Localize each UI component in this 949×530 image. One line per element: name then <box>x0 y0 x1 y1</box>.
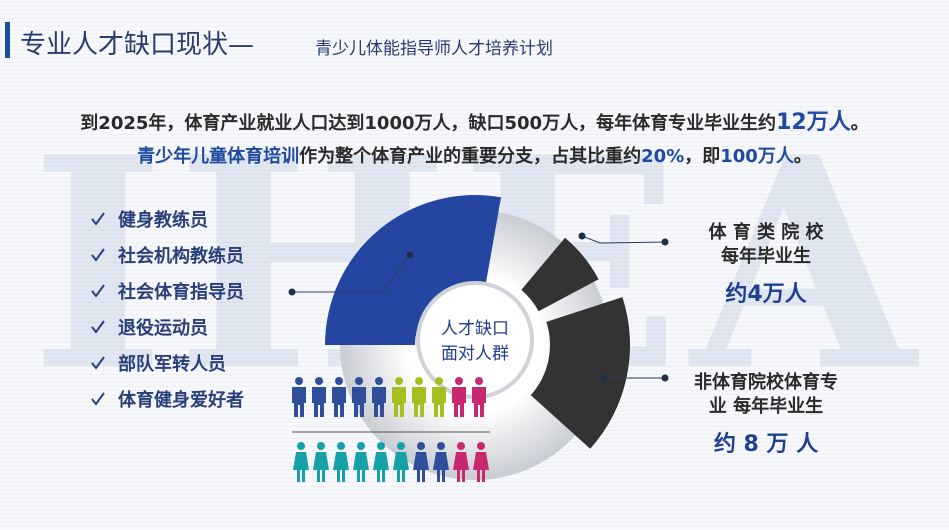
title: 专业人才缺口现状— <box>20 30 255 60</box>
person-head <box>437 442 445 450</box>
person-head <box>317 442 325 450</box>
person-head <box>295 377 303 385</box>
segment-dark <box>521 237 599 312</box>
leader-line <box>292 254 411 293</box>
audience-item: 社会机构教练员 <box>118 246 244 267</box>
callout-line: 每年毕业生 <box>721 246 811 267</box>
center-line: 面对人群 <box>441 344 509 364</box>
person-body <box>473 452 489 482</box>
person-body <box>452 387 466 417</box>
callout-line: 业 每年毕业生 <box>708 396 824 417</box>
person-head <box>457 442 465 450</box>
person-body <box>373 452 389 482</box>
person-head <box>475 377 483 385</box>
callout-line: 非体育院校体育专 <box>694 372 838 393</box>
person-head <box>297 442 305 450</box>
check <box>91 212 105 226</box>
person-body <box>413 452 429 482</box>
audience-item: 社会体育指导员 <box>118 282 244 303</box>
person-head <box>315 377 323 385</box>
intro-segment: 作为整个体育产业的重要分支，占其比重约 <box>299 146 642 167</box>
intro-segment: 。 <box>793 146 812 167</box>
person-head <box>357 442 365 450</box>
intro-segment: 青少年儿童体育培训 <box>137 146 300 167</box>
leader-dot <box>288 288 296 296</box>
person-head <box>397 442 405 450</box>
person-head <box>417 442 425 450</box>
check <box>91 248 105 262</box>
audience-item: 健身教练员 <box>118 210 208 231</box>
callout-line: 体 育 类 院 校 <box>708 222 824 243</box>
center-line: 人才缺口 <box>441 319 509 339</box>
person-body <box>433 452 449 482</box>
person-body <box>392 387 406 417</box>
intro-segment: 到2025年，体育产业就业人口达到1000万人，缺口500万人，每年体育专业毕业… <box>80 113 777 134</box>
segment-blue <box>325 195 502 345</box>
person-head <box>377 442 385 450</box>
person-body <box>352 387 366 417</box>
intro-line: 青少年儿童体育培训作为整个体育产业的重要分支，占其比重约20%，即100万人。 <box>0 142 949 168</box>
audience-item: 退役运动员 <box>118 318 208 339</box>
leader-dot <box>406 251 414 259</box>
title-bar <box>5 22 10 58</box>
person-body <box>372 387 386 417</box>
person-head <box>395 377 403 385</box>
segment-dark <box>530 297 630 449</box>
person-head <box>335 377 343 385</box>
callout-amount: 约 8 万 人 <box>713 432 819 457</box>
check <box>91 356 105 370</box>
person-head <box>435 377 443 385</box>
person-body <box>432 387 446 417</box>
intro-segment: 20% <box>641 146 685 167</box>
audience-item: 体育健身爱好者 <box>118 390 244 411</box>
person-body <box>472 387 486 417</box>
intro-segment: 12万人 <box>776 110 851 135</box>
person-body <box>293 452 309 482</box>
person-head <box>477 442 485 450</box>
subtitle: 青少儿体能指导师人才培养计划 <box>315 39 553 59</box>
person-body <box>412 387 426 417</box>
check <box>91 320 105 334</box>
person-body <box>353 452 369 482</box>
person-body <box>453 452 469 482</box>
audience-item: 部队军转人员 <box>118 354 226 375</box>
person-body <box>333 452 349 482</box>
person-head <box>375 377 383 385</box>
person-body <box>313 452 329 482</box>
person-head <box>455 377 463 385</box>
intro-line: 到2025年，体育产业就业人口达到1000万人，缺口500万人，每年体育专业毕业… <box>0 104 949 136</box>
person-head <box>355 377 363 385</box>
person-body <box>332 387 346 417</box>
intro-segment: 100万人 <box>720 146 794 167</box>
leader-line <box>581 235 666 244</box>
person-body <box>292 387 306 417</box>
leader-dot <box>578 232 586 240</box>
intro-segment: 。 <box>850 113 869 134</box>
leader-dot <box>661 374 669 382</box>
callout-amount: 约4万人 <box>725 282 807 307</box>
person-body <box>312 387 326 417</box>
leader-dot <box>600 374 608 382</box>
person-body <box>393 452 409 482</box>
check <box>91 392 105 406</box>
person-head <box>415 377 423 385</box>
leader-dot <box>661 238 669 246</box>
person-head <box>337 442 345 450</box>
check <box>91 284 105 298</box>
intro-segment: ，即 <box>684 146 721 167</box>
